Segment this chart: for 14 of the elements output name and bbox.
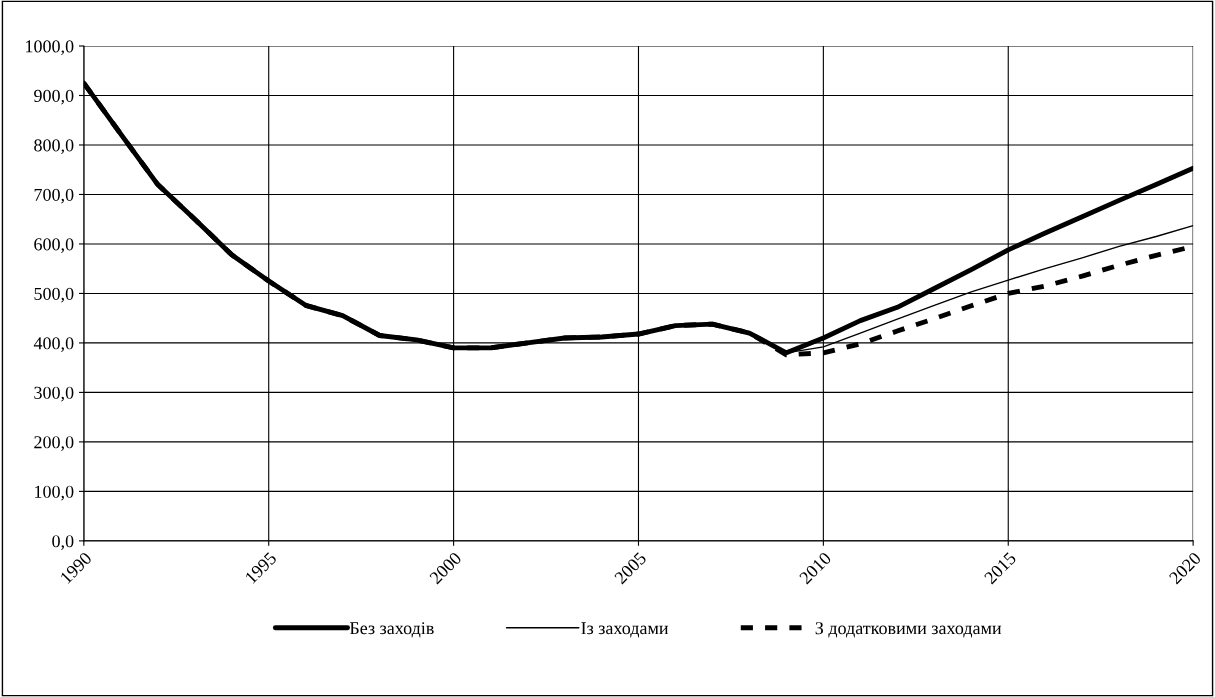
legend-label: Із заходами xyxy=(581,622,669,638)
y-tick-label: 600,0 xyxy=(34,238,74,253)
legend-label: Без заходів xyxy=(349,622,434,638)
y-tick-label: 300,0 xyxy=(34,386,74,402)
y-tick-label: 1000,0 xyxy=(26,40,74,56)
y-tick-label: 700,0 xyxy=(34,188,74,204)
y-tick-label: 0,0 xyxy=(52,535,74,550)
y-tick-label: 800,0 xyxy=(34,139,74,155)
legend-label: З додатковими заходами xyxy=(815,622,1002,638)
y-tick-label: 400,0 xyxy=(33,337,74,352)
y-tick-label: 100,0 xyxy=(35,485,74,501)
y-tick-label: 900,0 xyxy=(34,89,74,105)
y-tick-label: 200,0 xyxy=(34,436,74,451)
y-tick-label: 500,0 xyxy=(34,287,74,303)
